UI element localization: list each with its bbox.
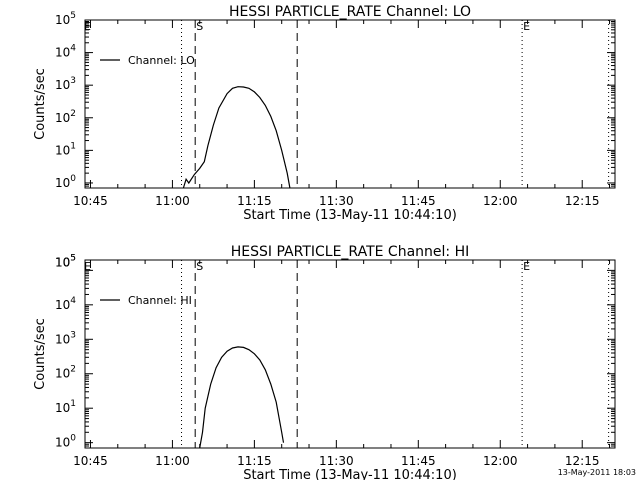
chart-panel-2: HESSI PARTICLE_RATE Channel: HI 10:45 11:0… [33,244,616,480]
chart-panel-1: HESSI PARTICLE_RATE Channel: LO 10:45 11:0… [33,4,616,223]
plot-frame [84,19,616,189]
chart-title: HESSI PARTICLE_RATE Channel: LO [229,4,471,20]
y-tick-label: 103 [55,76,76,92]
y-tick-label: 102 [55,109,76,125]
event-marker-label: S [196,20,203,33]
x-axis-label: Start Time (13-May-11 10:44:10) [243,468,457,480]
x-tick-label: 11:00 [155,194,190,208]
x-tick-label: 11:15 [237,454,272,468]
y-tick-label: 105 [55,253,76,269]
series-line [199,346,285,449]
series-line [182,86,291,189]
x-tick-label: 12:15 [565,454,600,468]
x-tick-label: 10:45 [73,194,108,208]
edge-marker-label: E [84,20,91,33]
y-axis-label: Counts/sec [33,68,48,140]
y-tick-label: 103 [55,330,76,346]
y-tick-label: 105 [55,253,76,269]
y-tick-label: 105 [55,11,76,27]
legend-label: Channel: HI [128,294,192,307]
x-tick-label: 12:00 [483,194,518,208]
y-tick-label: 102 [55,365,76,381]
y-tick-label: 101 [55,141,76,157]
y-axis-label: Counts/sec [33,318,48,390]
x-tick-label: 11:45 [401,454,436,468]
plot-frame [84,259,616,449]
edge-marker-label: E [84,260,91,273]
y-tick-label: 100 [55,434,76,450]
x-tick-label: 11:30 [319,454,354,468]
x-tick-label: 11:30 [319,194,354,208]
x-tick-label: 12:00 [483,454,518,468]
x-tick-label: 11:45 [401,194,436,208]
chart-title: HESSI PARTICLE_RATE Channel: HI [231,244,469,260]
x-tick-label: 11:15 [237,194,272,208]
legend-label: Channel: LO [128,54,195,67]
y-tick-label: 104 [55,296,76,312]
x-tick-label: 12:15 [565,194,600,208]
y-tick-label: 100 [55,174,76,190]
x-tick-label: 11:00 [155,454,190,468]
event-marker-label: S [196,260,203,273]
y-tick-label: 101 [55,399,76,415]
x-axis-label: Start Time (13-May-11 10:44:10) [243,208,457,223]
event-marker-label: E [523,20,530,33]
x-tick-label: 10:45 [73,454,108,468]
event-marker-label: E [523,260,530,273]
y-tick-label: 104 [55,44,76,60]
timestamp-stamp: 13-May-2011 18:03 [558,468,636,477]
